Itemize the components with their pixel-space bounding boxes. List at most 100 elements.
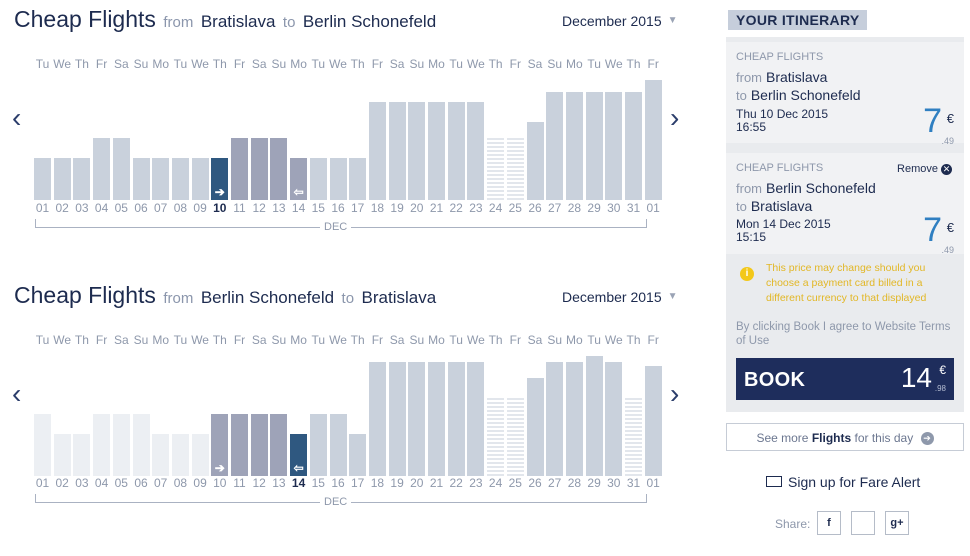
date-label[interactable]: 24 [488, 201, 503, 215]
date-label[interactable]: 16 [331, 476, 345, 490]
date-label[interactable]: 05 [114, 201, 128, 215]
date-label[interactable]: 19 [390, 201, 404, 215]
price-bar[interactable] [112, 414, 130, 476]
date-label[interactable]: 11 [233, 476, 246, 490]
date-label[interactable]: 30 [607, 201, 621, 215]
date-label[interactable]: 21 [429, 201, 444, 215]
price-bar[interactable] [73, 434, 91, 476]
date-label[interactable]: 22 [449, 201, 463, 215]
date-label[interactable]: 04 [94, 476, 109, 490]
date-label[interactable]: 05 [114, 476, 128, 490]
price-bar[interactable] [585, 92, 603, 200]
date-label[interactable]: 01 [35, 476, 50, 490]
price-bar[interactable] [349, 434, 367, 476]
date-label[interactable]: 02 [55, 201, 69, 215]
price-bar[interactable] [270, 138, 288, 200]
price-bar[interactable] [349, 158, 367, 200]
price-bar[interactable]: ⇦ [290, 434, 308, 476]
price-bar[interactable] [309, 414, 327, 476]
date-label[interactable]: 02 [55, 476, 69, 490]
price-bar[interactable] [625, 92, 642, 200]
date-label[interactable]: 22 [449, 476, 463, 490]
date-label[interactable]: 19 [390, 476, 404, 490]
price-bar[interactable]: ➔ [211, 158, 229, 200]
date-label[interactable]: 27 [548, 201, 562, 215]
price-bar[interactable] [93, 138, 111, 200]
price-bar[interactable]: ⇦ [290, 158, 308, 200]
date-label[interactable]: 06 [134, 476, 148, 490]
price-bar[interactable] [250, 414, 268, 476]
price-bar[interactable] [93, 414, 111, 476]
price-bar[interactable] [428, 102, 445, 200]
date-label[interactable]: 20 [410, 201, 424, 215]
price-bar[interactable] [309, 158, 327, 200]
price-bar[interactable] [53, 158, 71, 200]
date-label[interactable]: 16 [331, 201, 345, 215]
price-bar[interactable] [467, 102, 485, 200]
price-bar[interactable] [191, 158, 209, 200]
date-label[interactable]: 14 [291, 201, 306, 215]
date-label[interactable]: 29 [587, 201, 601, 215]
price-bar[interactable] [408, 102, 426, 200]
next-arrow-button[interactable]: › [670, 378, 680, 409]
month-selector[interactable]: December 2015 ▼ [562, 13, 678, 29]
price-bar[interactable] [526, 378, 544, 476]
price-bar[interactable] [605, 362, 623, 476]
date-label[interactable]: 06 [134, 201, 148, 215]
price-bar[interactable] [447, 102, 465, 200]
price-bar[interactable] [329, 414, 347, 476]
price-bar[interactable] [605, 92, 623, 200]
date-label[interactable]: 01 [35, 201, 50, 215]
facebook-share-button[interactable]: f [817, 511, 841, 535]
twitter-share-button[interactable] [851, 511, 875, 535]
price-bar[interactable] [34, 414, 51, 476]
price-bar[interactable] [34, 158, 51, 200]
price-bar[interactable] [585, 356, 603, 476]
prev-arrow-button[interactable]: ‹ [12, 378, 22, 409]
date-label[interactable]: 12 [252, 476, 266, 490]
date-label[interactable]: 14 [291, 476, 306, 490]
price-bar[interactable] [428, 362, 445, 476]
date-label[interactable]: 01 [646, 201, 660, 215]
date-label[interactable]: 13 [272, 201, 286, 215]
price-bar[interactable] [447, 362, 465, 476]
date-label[interactable]: 27 [548, 476, 562, 490]
book-button[interactable]: BOOK 14 € .98 [736, 358, 954, 400]
price-bar[interactable] [231, 138, 248, 200]
date-label[interactable]: 30 [607, 476, 621, 490]
see-more-flights-button[interactable]: See more Flights for this day ➔ [726, 423, 964, 451]
price-bar[interactable] [329, 158, 347, 200]
price-bar[interactable] [270, 414, 288, 476]
price-bar[interactable] [388, 102, 406, 200]
price-bar[interactable] [546, 92, 564, 200]
price-bar[interactable] [487, 138, 505, 200]
date-label[interactable]: 28 [567, 201, 582, 215]
next-arrow-button[interactable]: › [670, 102, 680, 133]
date-label[interactable]: 10 [213, 201, 227, 215]
date-label[interactable]: 29 [587, 476, 601, 490]
price-bar[interactable] [231, 414, 248, 476]
price-bar[interactable] [250, 138, 268, 200]
date-label[interactable]: 26 [528, 201, 542, 215]
price-bar[interactable] [368, 102, 386, 200]
date-label[interactable]: 28 [567, 476, 582, 490]
date-label[interactable]: 08 [173, 201, 188, 215]
date-label[interactable]: 15 [311, 476, 325, 490]
date-label[interactable]: 26 [528, 476, 542, 490]
price-bar[interactable] [132, 158, 150, 200]
price-bar[interactable] [565, 92, 583, 200]
price-bar[interactable] [171, 434, 189, 476]
date-label[interactable]: 21 [429, 476, 444, 490]
price-bar[interactable] [388, 362, 406, 476]
price-bar[interactable] [112, 138, 130, 200]
price-bar[interactable] [73, 158, 91, 200]
price-bar[interactable] [408, 362, 426, 476]
date-label[interactable]: 07 [154, 476, 168, 490]
price-bar[interactable] [132, 414, 150, 476]
prev-arrow-button[interactable]: ‹ [12, 102, 22, 133]
date-label[interactable]: 12 [252, 201, 266, 215]
price-bar[interactable] [506, 398, 524, 476]
date-label[interactable]: 31 [626, 476, 641, 490]
fare-alert-link[interactable]: Sign up for Fare Alert [766, 474, 920, 490]
price-bar[interactable] [644, 80, 662, 200]
